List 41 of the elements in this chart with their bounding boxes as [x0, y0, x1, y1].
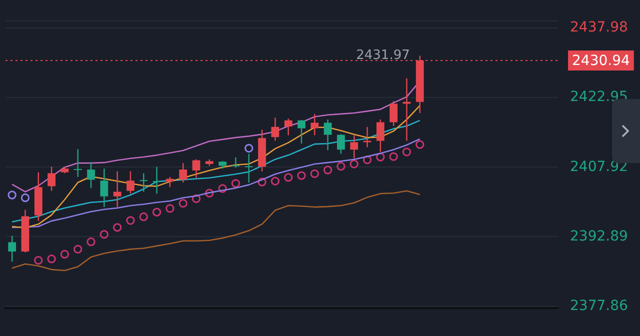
ref-line-label: 2430.94	[572, 53, 630, 70]
point	[323, 166, 332, 174]
point	[152, 208, 162, 216]
point	[270, 176, 280, 186]
annotation: 2431.97	[356, 48, 410, 64]
point	[34, 256, 43, 265]
point	[192, 194, 201, 204]
point	[376, 152, 385, 162]
point	[244, 144, 254, 153]
point	[416, 140, 424, 149]
point	[389, 152, 398, 161]
point	[205, 188, 214, 198]
point	[362, 155, 372, 164]
point	[74, 244, 82, 254]
point	[86, 237, 96, 246]
point	[100, 230, 109, 239]
point	[20, 193, 30, 202]
point	[126, 216, 135, 225]
point	[258, 178, 266, 186]
point	[218, 184, 227, 193]
point	[178, 198, 188, 208]
point	[336, 162, 346, 171]
candlestick	[8, 235, 16, 262]
point	[231, 179, 240, 188]
y-tick-label: 2437.98	[570, 20, 628, 36]
point	[297, 171, 306, 180]
candlestick	[350, 134, 358, 160]
point	[8, 190, 16, 200]
point	[60, 250, 70, 259]
point	[350, 160, 358, 168]
point	[47, 254, 56, 264]
point	[310, 169, 319, 178]
y-tick-label: 2392.89	[570, 228, 628, 244]
candlestick	[298, 119, 306, 144]
point	[139, 212, 148, 222]
point	[284, 173, 293, 182]
point	[402, 148, 412, 156]
point	[112, 223, 122, 232]
point	[166, 204, 174, 213]
candlestick	[126, 170, 134, 194]
y-tick-label: 2377.86	[570, 298, 628, 314]
